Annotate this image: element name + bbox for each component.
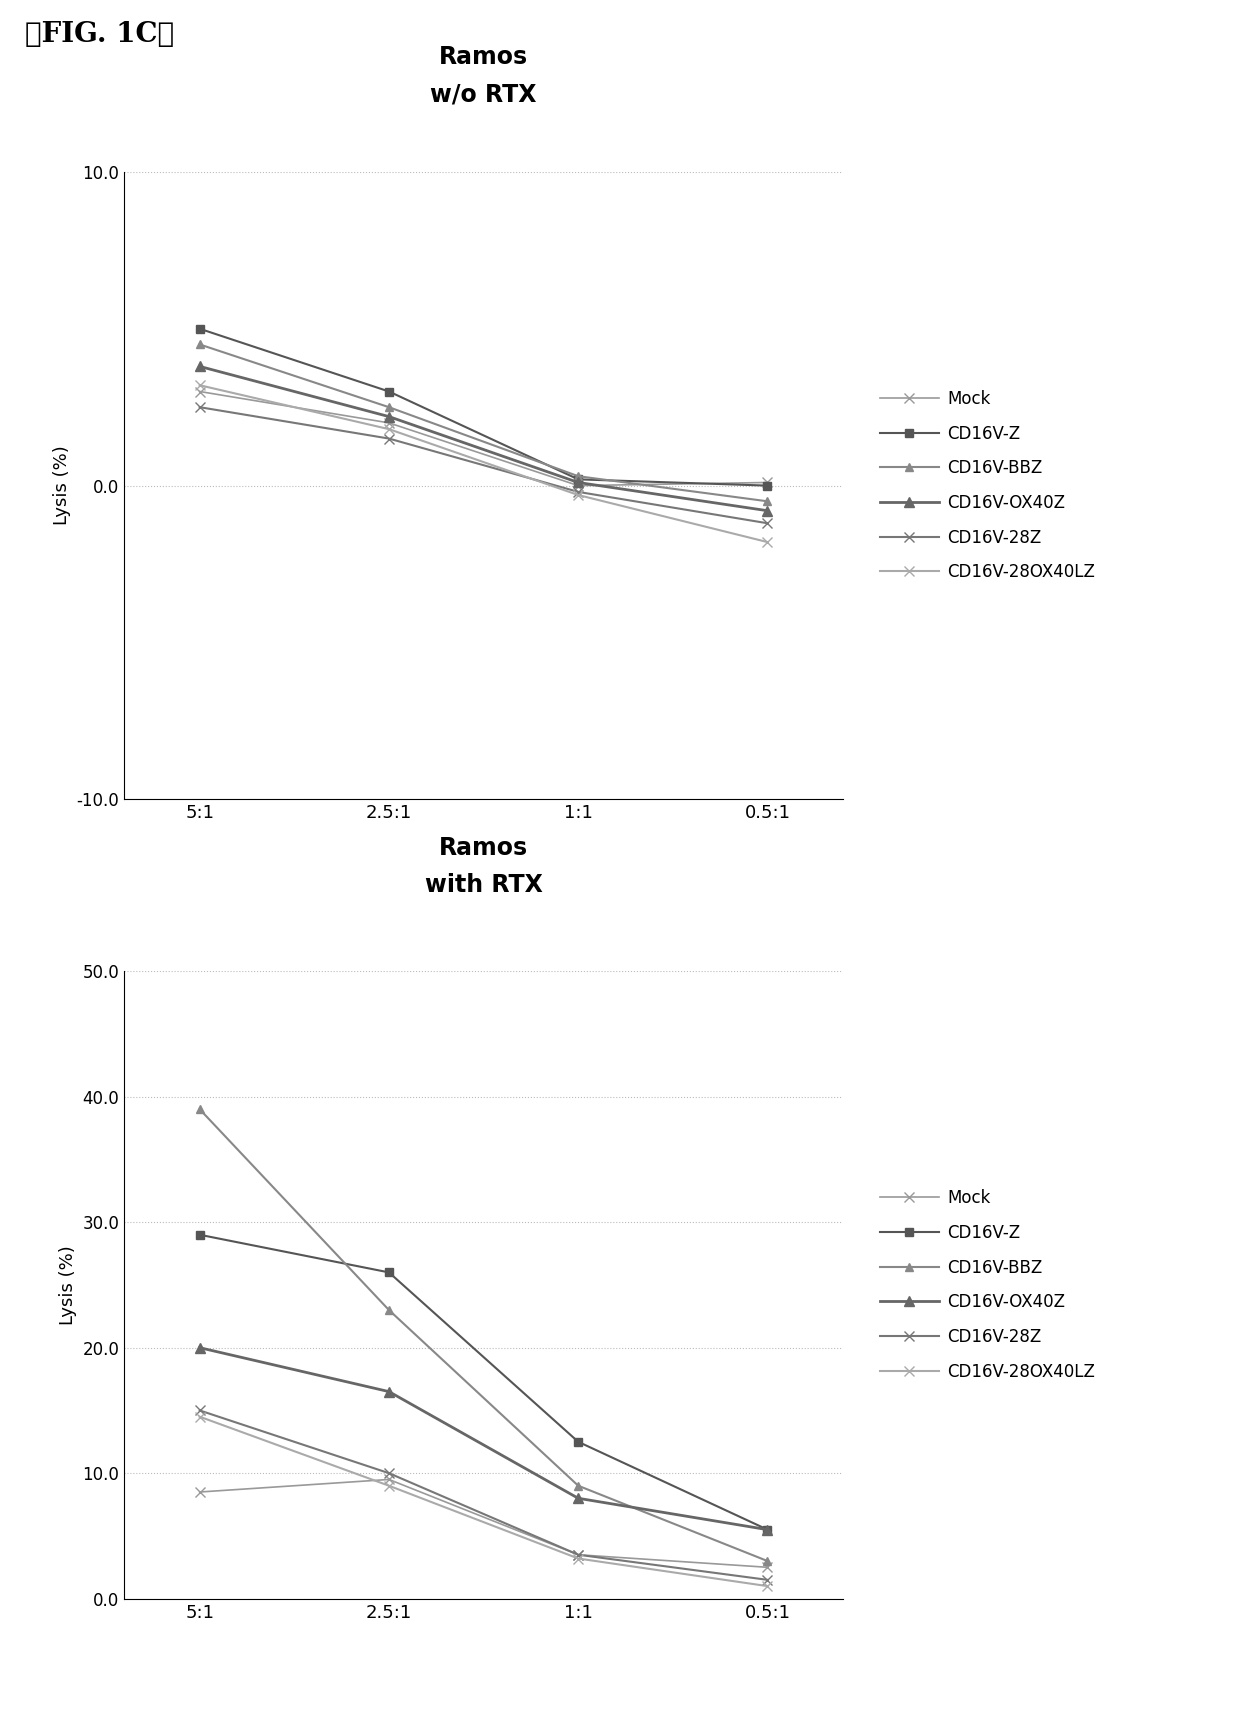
CD16V-Z [192, 318, 207, 339]
CD16V-Z [382, 1262, 397, 1282]
Text: with RTX: with RTX [424, 873, 543, 897]
CD16V-BBZ [570, 1475, 585, 1496]
Mock [570, 474, 585, 495]
Line: CD16V-Z: CD16V-Z [196, 325, 771, 490]
CD16V-28OX40LZ [192, 1406, 207, 1427]
CD16V-28Z [760, 1569, 775, 1590]
Text: Ramos: Ramos [439, 835, 528, 860]
CD16V-OX40Z [192, 356, 207, 376]
Line: CD16V-OX40Z: CD16V-OX40Z [195, 361, 773, 516]
CD16V-BBZ [760, 1551, 775, 1571]
CD16V-28OX40LZ [382, 419, 397, 440]
CD16V-Z [760, 474, 775, 495]
CD16V-OX40Z [760, 500, 775, 521]
CD16V-OX40Z [382, 406, 397, 426]
Legend: Mock, CD16V-Z, CD16V-BBZ, CD16V-OX40Z, CD16V-28Z, CD16V-28OX40LZ: Mock, CD16V-Z, CD16V-BBZ, CD16V-OX40Z, C… [880, 1190, 1095, 1380]
Mock [570, 1544, 585, 1564]
Line: CD16V-28Z: CD16V-28Z [195, 1406, 773, 1585]
CD16V-BBZ [382, 1300, 397, 1320]
CD16V-28Z [192, 1399, 207, 1420]
Line: CD16V-BBZ: CD16V-BBZ [196, 1105, 771, 1566]
CD16V-Z [570, 1432, 585, 1453]
CD16V-28OX40LZ [760, 1576, 775, 1597]
CD16V-28Z [570, 481, 585, 502]
CD16V-28OX40LZ [570, 485, 585, 505]
Legend: Mock, CD16V-Z, CD16V-BBZ, CD16V-OX40Z, CD16V-28Z, CD16V-28OX40LZ: Mock, CD16V-Z, CD16V-BBZ, CD16V-OX40Z, C… [880, 390, 1095, 581]
Text: Ramos: Ramos [439, 45, 528, 69]
Line: CD16V-Z: CD16V-Z [196, 1231, 771, 1533]
Line: CD16V-28OX40LZ: CD16V-28OX40LZ [195, 380, 773, 547]
Mock [382, 413, 397, 433]
CD16V-OX40Z [760, 1520, 775, 1540]
CD16V-28OX40LZ [760, 531, 775, 552]
Mock [192, 1482, 207, 1502]
CD16V-BBZ [382, 397, 397, 418]
CD16V-OX40Z [570, 473, 585, 493]
Line: CD16V-OX40Z: CD16V-OX40Z [195, 1343, 773, 1535]
Mock [760, 1557, 775, 1578]
CD16V-28Z [192, 397, 207, 418]
CD16V-Z [382, 382, 397, 402]
Text: 「FIG. 1C」: 「FIG. 1C」 [25, 21, 174, 48]
CD16V-BBZ [760, 492, 775, 512]
CD16V-OX40Z [570, 1489, 585, 1509]
CD16V-28OX40LZ [570, 1549, 585, 1569]
CD16V-28Z [382, 428, 397, 449]
Y-axis label: Lysis (%): Lysis (%) [58, 1245, 77, 1325]
CD16V-BBZ [192, 333, 207, 354]
Line: CD16V-28Z: CD16V-28Z [195, 402, 773, 528]
Text: w/o RTX: w/o RTX [430, 83, 537, 107]
CD16V-OX40Z [382, 1382, 397, 1403]
CD16V-28OX40LZ [382, 1475, 397, 1496]
Line: CD16V-28OX40LZ: CD16V-28OX40LZ [195, 1411, 773, 1592]
Line: Mock: Mock [195, 387, 773, 490]
CD16V-OX40Z [192, 1337, 207, 1358]
CD16V-28Z [382, 1463, 397, 1483]
CD16V-Z [192, 1224, 207, 1245]
Mock [382, 1470, 397, 1490]
Line: Mock: Mock [195, 1475, 773, 1573]
CD16V-BBZ [570, 466, 585, 486]
CD16V-28OX40LZ [192, 375, 207, 395]
CD16V-Z [760, 1520, 775, 1540]
Mock [192, 382, 207, 402]
CD16V-28Z [570, 1544, 585, 1564]
Y-axis label: Lysis (%): Lysis (%) [53, 445, 71, 526]
Line: CD16V-BBZ: CD16V-BBZ [196, 340, 771, 505]
Mock [760, 473, 775, 493]
CD16V-28Z [760, 512, 775, 533]
CD16V-BBZ [192, 1098, 207, 1119]
CD16V-Z [570, 469, 585, 490]
